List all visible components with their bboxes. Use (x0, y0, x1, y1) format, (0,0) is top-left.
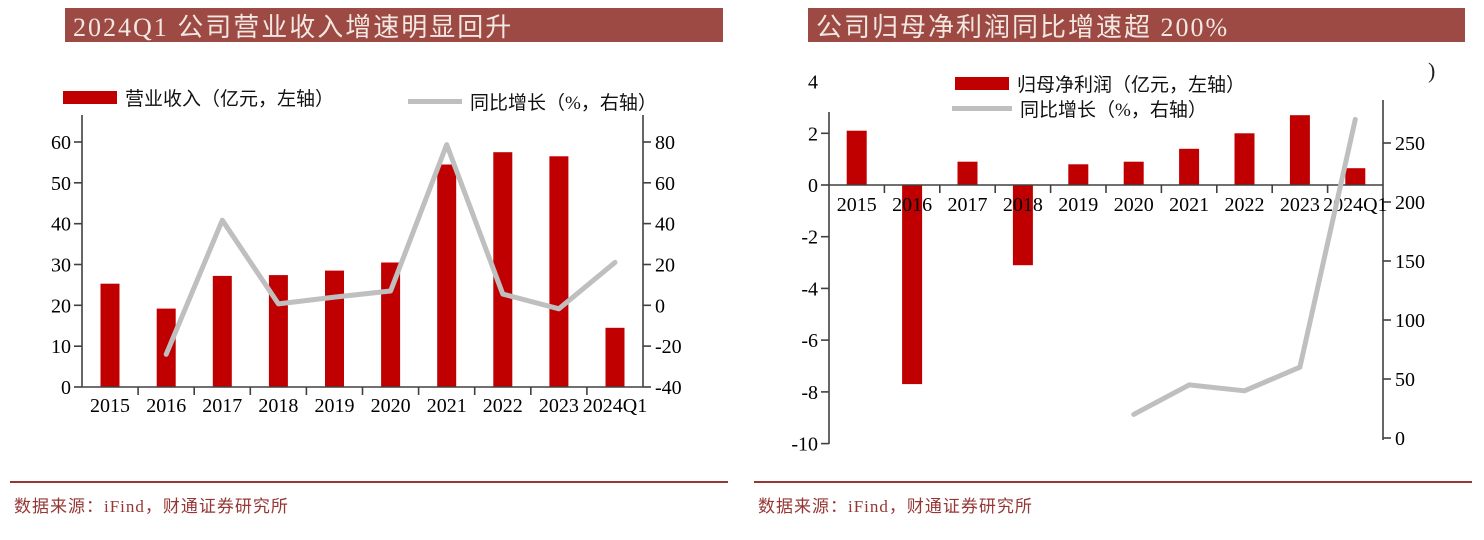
growth-line (163, 142, 618, 357)
legend-item-growth: 同比增长（%，右轴） (952, 95, 1207, 122)
right-axis-tick-label: 40 (655, 214, 675, 236)
bar-2017 (212, 275, 232, 387)
x-axis-category-label: 2022 (483, 395, 523, 417)
left-axis-tick-label: 2 (808, 123, 818, 145)
right-axis-tick-label: 0 (655, 295, 665, 317)
axes-group (74, 115, 651, 395)
growth-line (1131, 116, 1358, 417)
line-swatch (408, 99, 462, 104)
footer-rule (754, 481, 1472, 483)
x-axis-category-label: 2016 (146, 395, 186, 417)
bar-2017 (957, 161, 978, 185)
x-axis-category-label: 2020 (371, 395, 411, 417)
line-swatch (952, 106, 1012, 111)
left-axis-tick-label: 10 (51, 336, 71, 358)
bar-2024Q1 (1345, 168, 1366, 185)
x-axis-category-label: 2020 (1114, 194, 1154, 216)
right-axis-tick-label: -40 (655, 377, 682, 399)
bar-2015 (846, 130, 867, 185)
bar-2019 (1068, 164, 1089, 185)
left-axis-tick-label: 20 (51, 295, 71, 317)
left-axis-tick-label: 0 (808, 175, 818, 197)
x-axis-category-label: 2023 (1280, 194, 1320, 216)
left-axis-tick-label: 4 (808, 72, 818, 94)
bar-2022 (1234, 133, 1255, 185)
bar-2022 (493, 152, 513, 387)
bars-group (846, 115, 1366, 385)
figure-revenue: 2024Q1 公司营业收入增速明显回升 营业收入（亿元，左轴） 同比增长（%，右… (0, 0, 740, 540)
bar-2015 (100, 283, 120, 387)
bars-group (100, 152, 625, 387)
legend-label: 营业收入（亿元，左轴） (125, 89, 335, 110)
bar-2018 (1012, 185, 1033, 266)
net-profit-chart: 4 2 0 -2 -4 -6 -8 -10 250 200 150 100 50 0 2015 2016 201… (791, 72, 1425, 456)
left-axis-tick-label: -6 (801, 330, 818, 352)
right-axis-tick-label: 50 (1395, 369, 1415, 391)
legend-label: 归母净利润（亿元，左轴） (1017, 75, 1246, 96)
left-axis-tick-label: 0 (61, 377, 71, 399)
net-profit-title-bar: 公司归母净利润同比增速超 200% (808, 8, 1465, 42)
bar-2020 (1123, 161, 1144, 185)
x-axis-category-label: 2024Q1 (583, 395, 647, 417)
right-axis-tick-label: 20 (655, 255, 675, 277)
bar-swatch (955, 77, 1009, 90)
left-axis-tick-label: 60 (51, 132, 71, 154)
bar-2021 (437, 164, 457, 387)
right-axis-tick-label: 250 (1395, 133, 1425, 155)
x-axis-category-label: 2015 (90, 395, 130, 417)
left-axis-tick-label: 30 (51, 255, 71, 277)
figure-net-profit: 公司归母净利润同比增速超 200% 归母净利润（亿元，左轴） 同比增长（%，右轴… (744, 0, 1484, 540)
x-axis-category-label: 2018 (258, 395, 298, 417)
bar-2016 (902, 185, 923, 385)
bar-2021 (1179, 148, 1200, 185)
x-axis-category-label: 2017 (948, 194, 988, 216)
x-axis-category-label: 2023 (539, 395, 579, 417)
bar-swatch (63, 91, 117, 104)
bar-2020 (381, 262, 401, 387)
x-axis-category-label: 2022 (1225, 194, 1265, 216)
x-axis-category-label: 2018 (1003, 194, 1043, 216)
right-axis-tick-label: 60 (655, 173, 675, 195)
bar-2019 (325, 270, 344, 387)
x-axis-category-label: 2015 (837, 194, 877, 216)
x-axis-category-label: 2021 (1169, 194, 1209, 216)
left-axis-tick-label: -2 (801, 227, 818, 249)
x-axis-category-label: 2017 (202, 395, 242, 417)
legend-label: 同比增长（%，右轴） (470, 93, 657, 114)
stray-paren-text: ) (1428, 58, 1436, 83)
footer-rule (10, 481, 728, 483)
bar-2024Q1 (605, 327, 625, 387)
bar-2023 (1289, 115, 1310, 185)
left-axis-tick-label: 40 (51, 214, 71, 236)
revenue-title: 2024Q1 公司营业收入增速明显回升 (73, 12, 514, 42)
right-axis-tick-label: -20 (655, 336, 682, 358)
x-axis-category-label: 2021 (427, 395, 467, 417)
legend-item-net-profit: 归母净利润（亿元，左轴） (955, 70, 1245, 97)
x-axis-category-label: 2019 (1058, 194, 1098, 216)
left-axis-tick-label: -10 (791, 434, 818, 456)
x-axis-category-label: 2019 (315, 395, 355, 417)
left-axis-tick-label: -8 (801, 382, 818, 404)
legend-item-growth: 同比增长（%，右轴） (408, 88, 657, 115)
source-note: 数据来源：iFind，财通证券研究所 (758, 497, 1033, 516)
bar-2023 (549, 156, 569, 387)
legend-item-revenue: 营业收入（亿元，左轴） (63, 84, 334, 111)
axes-group (821, 100, 1391, 445)
left-axis-tick-label: -4 (801, 278, 818, 300)
left-axis-tick-label: 50 (51, 173, 71, 195)
source-note: 数据来源：iFind，财通证券研究所 (14, 497, 289, 516)
right-axis-tick-label: 0 (1395, 428, 1405, 450)
right-axis-tick-label: 100 (1395, 310, 1425, 332)
net-profit-title: 公司归母净利润同比增速超 200% (816, 12, 1230, 42)
right-axis-tick-label: 80 (655, 132, 675, 154)
bar-2016 (156, 308, 176, 387)
right-axis-tick-label: 200 (1395, 192, 1425, 214)
right-axis-tick-label: 150 (1395, 251, 1425, 273)
x-axis-category-label: 2016 (892, 194, 932, 216)
revenue-title-bar: 2024Q1 公司营业收入增速明显回升 (65, 8, 723, 42)
legend-label: 同比增长（%，右轴） (1020, 100, 1207, 121)
